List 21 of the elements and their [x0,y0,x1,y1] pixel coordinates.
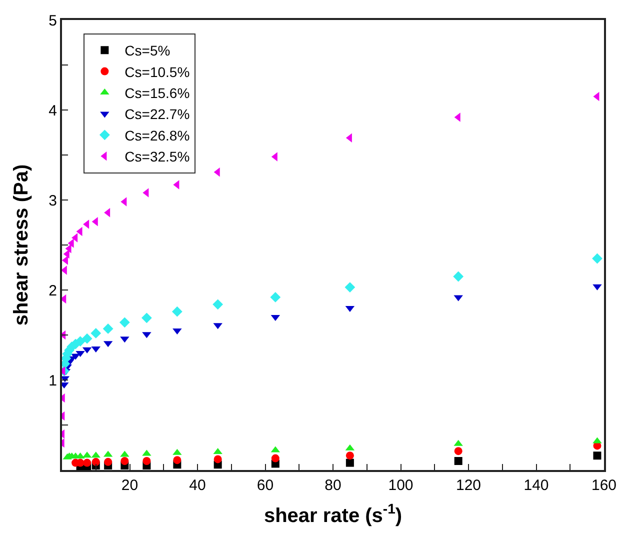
x-tick-label: 20 [121,477,138,494]
legend-label: Cs=32.5% [124,148,190,165]
x-tick-label: 60 [256,477,274,494]
y-axis-title: shear stress (Pa) [10,164,33,326]
x-tick-label: 100 [388,477,414,494]
x-tick-label: 120 [456,477,482,494]
y-tick-label: 2 [48,282,57,300]
y-tick-label: 3 [48,192,57,210]
x-axis-title: shear rate (s$^{-1}$) [264,500,402,527]
y-tick-label: 4 [48,102,57,120]
legend-label: Cs=26.8% [124,127,190,144]
legend-label: Cs=10.5% [124,64,190,80]
legend-label: Cs=5% [124,42,170,59]
x-tick-label: 140 [524,477,549,494]
x-tick-label: 80 [324,477,342,494]
legend-label: Cs=22.7% [124,106,190,122]
y-tick-label: 1 [48,372,57,390]
x-tick-label: 40 [189,477,206,494]
legend-label: Cs=15.6% [124,84,190,101]
y-tick-label: 5 [48,12,57,30]
x-tick-label: 160 [591,477,617,494]
